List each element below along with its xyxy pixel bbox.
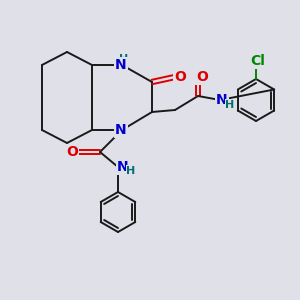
- Text: H: H: [126, 166, 136, 176]
- Text: H: H: [119, 54, 129, 64]
- Text: N: N: [117, 160, 129, 174]
- Text: O: O: [196, 70, 208, 84]
- Text: N: N: [216, 93, 228, 107]
- Text: H: H: [225, 100, 235, 110]
- Text: Cl: Cl: [250, 54, 266, 68]
- Text: O: O: [174, 70, 186, 84]
- Text: N: N: [115, 123, 127, 137]
- Text: N: N: [115, 58, 127, 72]
- Text: O: O: [66, 145, 78, 159]
